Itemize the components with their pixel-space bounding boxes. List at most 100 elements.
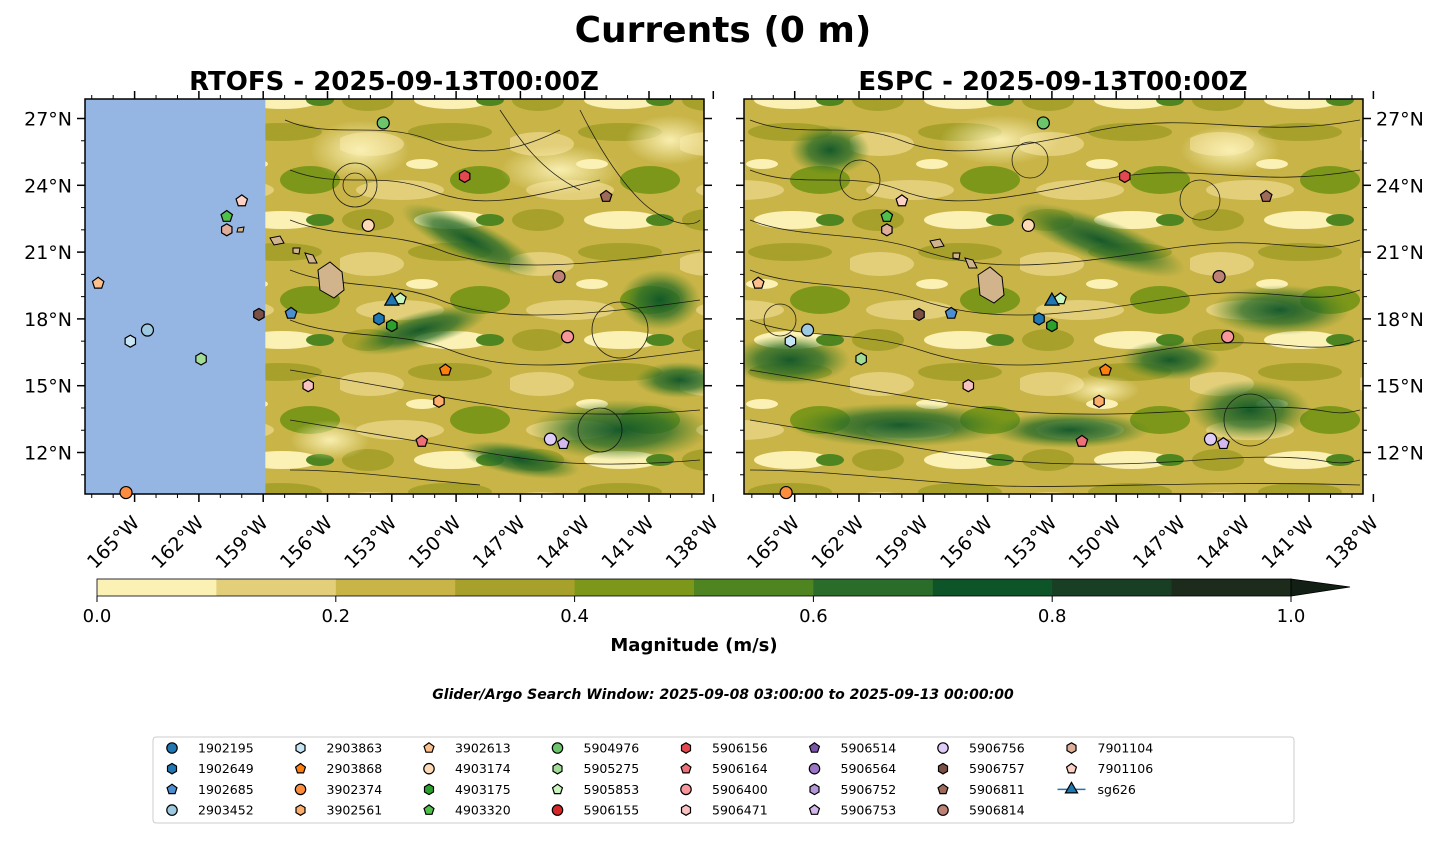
legend-label: sg626 (1098, 782, 1136, 797)
marker-rtofs-7901106 (235, 194, 249, 207)
legend-label: 5906752 (841, 782, 897, 797)
legend-item-7901104: 7901104 (1066, 741, 1153, 756)
legend-marker (808, 804, 821, 815)
legend-item-5906753: 5906753 (808, 803, 897, 818)
marker-espc-5906757 (913, 307, 925, 322)
espc-hawaii-islands (929, 238, 1005, 304)
legend-marker (680, 742, 692, 754)
legend-item-2903452: 2903452 (166, 803, 254, 818)
marker-espc-3902561 (1093, 394, 1105, 408)
legend-marker (680, 804, 692, 816)
lon-tick-label: 147°W (1129, 512, 1190, 573)
colorbar-frame (96, 578, 1292, 597)
marker-rtofs-5906814 (552, 269, 566, 284)
marker-espc-5906811 (1259, 189, 1273, 202)
legend-item-5906471: 5906471 (680, 803, 768, 818)
legend-marker (423, 804, 435, 815)
marker-rtofs-5906753 (556, 436, 570, 450)
legend-marker (166, 742, 178, 754)
marker-espc-3902374 (779, 485, 793, 500)
legend-marker (294, 762, 307, 774)
legend-item-5905275: 5905275 (552, 761, 639, 776)
legend-label: 5906471 (712, 803, 768, 818)
marker-rtofs-5906164 (415, 434, 429, 447)
marker-espc-5904976 (1036, 116, 1050, 130)
marker-rtofs-5906757 (253, 307, 265, 322)
legend-marker (295, 742, 306, 754)
lon-tick-label: 153°W (1000, 512, 1061, 573)
legend-item-5906156: 5906156 (680, 741, 768, 756)
rtofs-platform-markers (91, 116, 613, 500)
lon-tick-label: 162°W (147, 512, 208, 573)
legend-item-3902561: 3902561 (295, 803, 382, 818)
marker-rtofs-2903452 (140, 323, 155, 337)
legend-label: 5906753 (841, 803, 897, 818)
legend-marker (937, 783, 949, 795)
rtofs-streamlines (284, 109, 701, 486)
marker-espc-2903452 (800, 323, 815, 337)
legend-frame (152, 736, 1295, 824)
legend-item-7901106: 7901106 (1065, 761, 1154, 776)
legend-item-5904976: 5904976 (551, 741, 640, 756)
legend-marker (423, 762, 435, 775)
legend-item-1902685: 1902685 (166, 782, 254, 797)
marker-rtofs-4903175 (386, 318, 398, 333)
lat-tick-label: 27°N (1376, 109, 1424, 131)
legend-label: 5906756 (969, 741, 1025, 756)
marker-rtofs-5905853 (393, 292, 407, 305)
colorbar-tick-label: 1.0 (1277, 606, 1306, 627)
marker-espc-1902649 (1033, 312, 1045, 326)
marker-espc-5906164 (1075, 434, 1089, 447)
legend-marker (423, 742, 435, 753)
lon-tick-label: 150°W (1065, 512, 1126, 573)
legend-label: 5906564 (841, 761, 897, 776)
lon-tick-label: 144°W (533, 512, 594, 573)
legend-label: 5906814 (969, 803, 1025, 818)
marker-espc-5906814 (1212, 269, 1226, 284)
lon-tick-label: 156°W (936, 512, 997, 573)
colorbar-tick-label: 0.8 (1038, 606, 1067, 627)
lon-tick-label: 153°W (340, 512, 401, 573)
colorbar: 0.0 0.2 0.4 0.6 0.8 1.0 Magnitude (m/s) (83, 578, 1351, 656)
marker-rtofs-1902685 (284, 306, 298, 319)
legend-marker (166, 783, 178, 795)
espc-streamlines (749, 119, 1361, 487)
marker-espc-4903320 (880, 209, 894, 222)
legend-label: 4903320 (455, 803, 511, 818)
lat-tick-label: 18°N (24, 309, 72, 331)
lon-tick-label: 165°W (743, 512, 804, 573)
legend-marker (166, 804, 178, 816)
legend-label: 5904976 (584, 741, 640, 756)
lon-tick-label: 156°W (276, 512, 337, 573)
colorbar-bin (1052, 579, 1173, 596)
colorbar-tick-label: 0.2 (321, 606, 350, 627)
marker-espc-sg626 (1043, 291, 1060, 306)
marker-rtofs-7901104 (220, 223, 233, 237)
legend-label: 7901106 (1098, 761, 1154, 776)
legend-label: 5906811 (969, 782, 1025, 797)
legend-label: 2903863 (327, 741, 383, 756)
legend-label: 5906164 (712, 761, 768, 776)
legend-label: 4903174 (455, 761, 511, 776)
lat-tick-label: 27°N (24, 109, 72, 131)
legend-marker (809, 783, 820, 796)
lon-tick-label: 150°W (404, 512, 465, 573)
marker-espc-5906471 (962, 379, 975, 393)
legend-marker (937, 804, 949, 816)
legend-marker (551, 804, 564, 816)
lon-tick-label: 165°W (83, 512, 144, 573)
espc-platform-markers (751, 116, 1273, 500)
colorbar-tick-label: 0.4 (560, 606, 589, 627)
rtofs-hawaii-islands (236, 226, 345, 299)
colorbar-bin (694, 579, 814, 596)
lat-tick-label: 24°N (1376, 175, 1424, 197)
lon-tick-label: 147°W (469, 512, 530, 573)
colorbar-bin (813, 579, 934, 596)
panel-rtofs-title: RTOFS - 2025-09-13T00:00Z (189, 67, 599, 97)
legend-marker (808, 762, 821, 775)
legend-item-5905853: 5905853 (551, 782, 639, 797)
legend-marker (294, 783, 307, 796)
legend-label: 3902374 (327, 782, 383, 797)
legend-label: 3902613 (455, 741, 511, 756)
legend-item-3902374: 3902374 (294, 782, 383, 797)
